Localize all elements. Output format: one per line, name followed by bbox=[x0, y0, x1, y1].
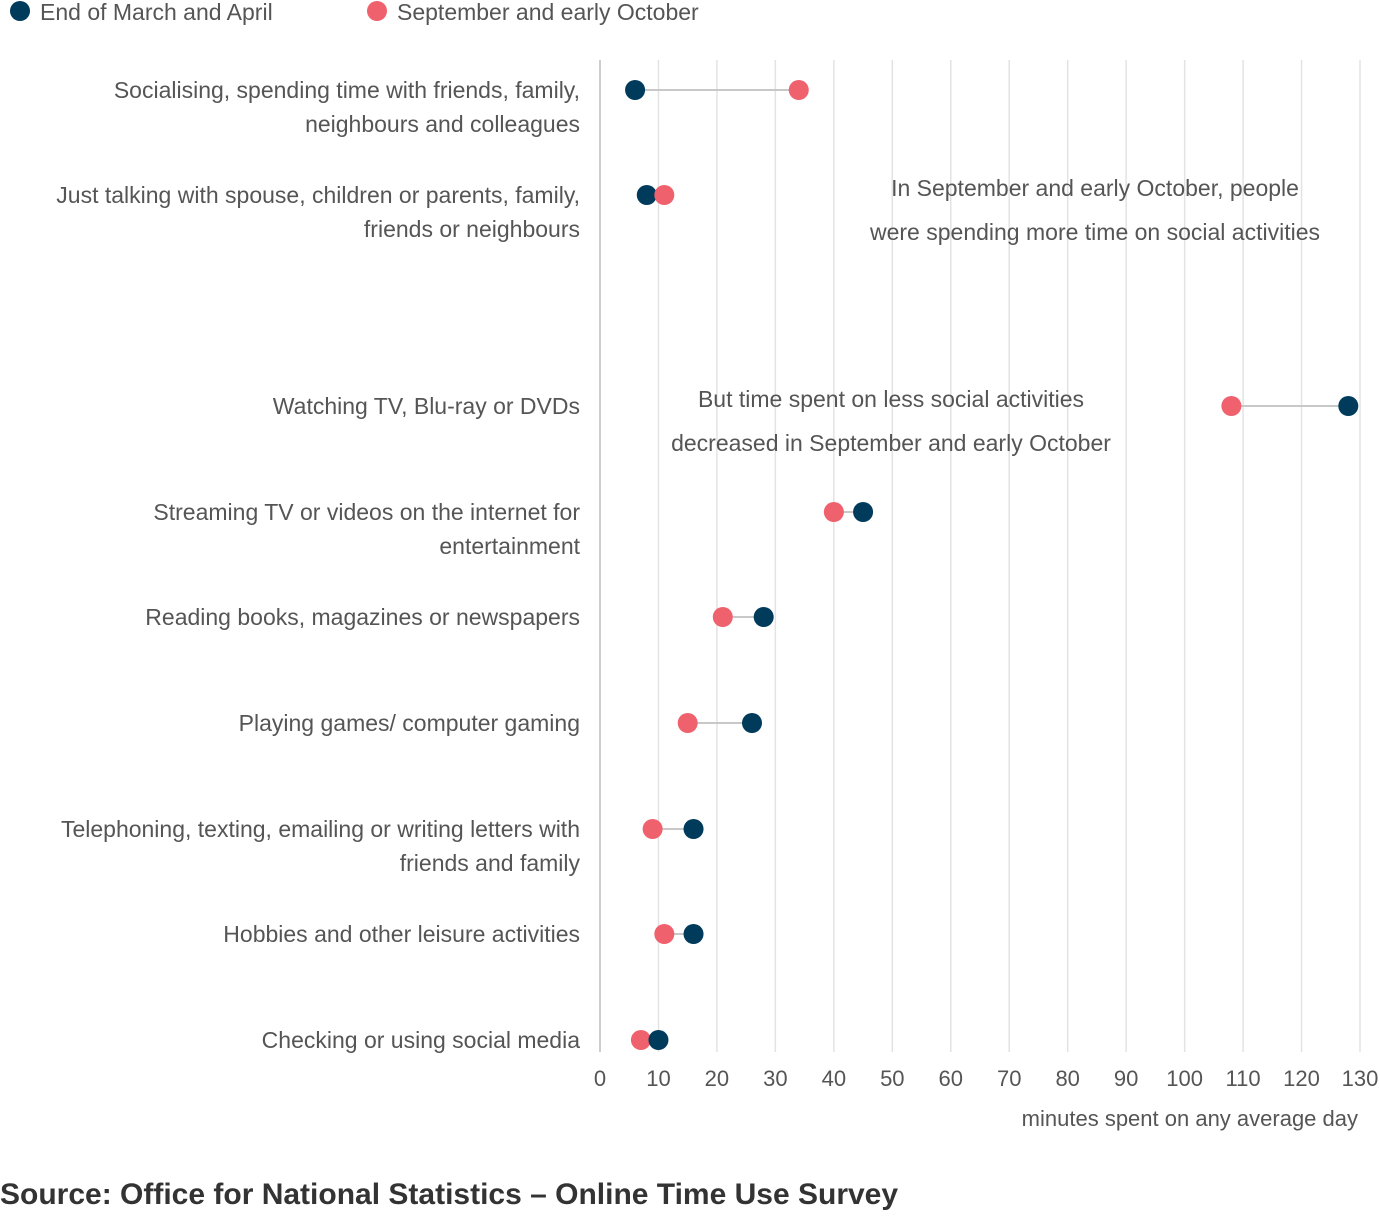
dot-march-april bbox=[853, 502, 874, 522]
x-tick-label: 20 bbox=[705, 1066, 729, 1091]
dot-march-april bbox=[753, 607, 774, 627]
annotation-text: decreased in September and early October bbox=[671, 430, 1111, 456]
legend-label: September and early October bbox=[397, 0, 699, 25]
legend: End of March and April September and earl… bbox=[10, 0, 699, 25]
legend-label: End of March and April bbox=[40, 0, 273, 25]
x-tick-label: 70 bbox=[997, 1066, 1021, 1091]
x-tick-label: 130 bbox=[1342, 1066, 1379, 1091]
dot-march-april bbox=[683, 819, 704, 839]
dot-september-october bbox=[823, 502, 844, 522]
dot-march-april bbox=[683, 924, 704, 944]
annotations: In September and early October, people we… bbox=[671, 175, 1320, 456]
x-tick-label: 30 bbox=[763, 1066, 787, 1091]
x-axis-title: minutes spent on any average day bbox=[1022, 1106, 1358, 1131]
x-tick-label: 50 bbox=[880, 1066, 904, 1091]
category-label: Streaming TV or videos on the internet f… bbox=[153, 499, 580, 525]
dot-september-october bbox=[630, 1030, 651, 1050]
annotation-text: But time spent on less social activities bbox=[698, 386, 1084, 412]
category-label: Checking or using social media bbox=[262, 1027, 581, 1053]
category-label: Watching TV, Blu-ray or DVDs bbox=[273, 393, 580, 419]
category-label: Just talking with spouse, children or pa… bbox=[56, 182, 580, 208]
category-labels: Socialising, spending time with friends,… bbox=[56, 77, 580, 1053]
x-tick-label: 120 bbox=[1283, 1066, 1320, 1091]
dot-march-april bbox=[1338, 396, 1359, 416]
x-tick-label: 60 bbox=[939, 1066, 963, 1091]
dot-march-april bbox=[636, 185, 657, 205]
dot-september-october bbox=[788, 80, 809, 100]
category-label: Reading books, magazines or newspapers bbox=[145, 604, 580, 630]
x-tick-label: 80 bbox=[1055, 1066, 1079, 1091]
source-note: Source: Office for National Statistics –… bbox=[0, 1178, 899, 1211]
dot-september-october bbox=[654, 924, 675, 944]
gridlines bbox=[599, 60, 1361, 1052]
x-tick-label: 40 bbox=[822, 1066, 846, 1091]
category-label: Hobbies and other leisure activities bbox=[223, 921, 580, 947]
dot-september-october bbox=[654, 185, 675, 205]
category-label: Playing games/ computer gaming bbox=[239, 710, 580, 736]
data-marks bbox=[625, 80, 1359, 1050]
annotation-text: were spending more time on social activi… bbox=[869, 219, 1320, 245]
x-tick-label: 10 bbox=[646, 1066, 670, 1091]
category-label: entertainment bbox=[439, 533, 580, 559]
x-axis-ticks: 0 10 20 30 40 50 60 70 80 90 100 110 120 130 bbox=[594, 1066, 1378, 1091]
dot-march-april bbox=[742, 713, 762, 733]
dot-september-october bbox=[712, 607, 733, 627]
dot-september-october bbox=[642, 819, 663, 839]
legend-marker bbox=[10, 1, 30, 21]
category-label: friends or neighbours bbox=[364, 216, 580, 242]
annotation-text: In September and early October, people bbox=[891, 175, 1299, 201]
dot-september-october bbox=[677, 713, 698, 733]
category-label: neighbours and colleagues bbox=[305, 111, 580, 137]
category-label: friends and family bbox=[400, 850, 581, 876]
dot-march-april bbox=[625, 80, 646, 100]
dot-march-april bbox=[648, 1030, 669, 1050]
category-label: Socialising, spending time with friends,… bbox=[114, 77, 580, 103]
x-tick-label: 90 bbox=[1114, 1066, 1138, 1091]
category-label: Telephoning, texting, emailing or writin… bbox=[61, 816, 580, 842]
dot-september-october bbox=[1221, 396, 1242, 416]
dumbbell-chart: End of March and April September and earl… bbox=[10, 0, 1378, 1131]
x-tick-label: 0 bbox=[594, 1066, 606, 1091]
x-tick-label: 100 bbox=[1166, 1066, 1203, 1091]
x-tick-label: 110 bbox=[1226, 1066, 1261, 1091]
legend-marker bbox=[367, 1, 387, 21]
